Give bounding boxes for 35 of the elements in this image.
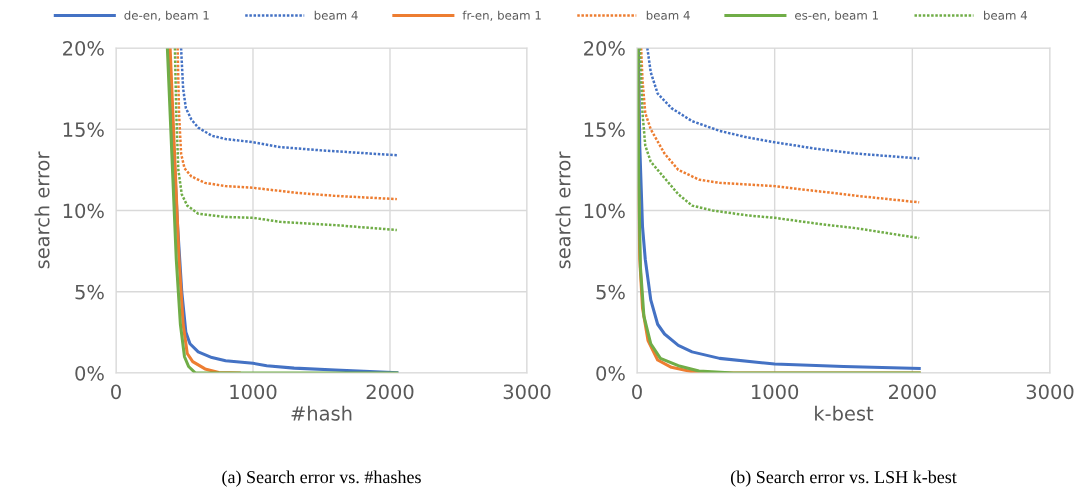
x-tick-label: 0	[111, 384, 121, 400]
x-tick-label: 2000	[889, 384, 936, 400]
legend-label: de-en, beam 1	[124, 10, 209, 21]
legend-label: beam 4	[984, 10, 1028, 20]
text: (a) Search error vs. #hashes	[222, 470, 421, 487]
x-axis-title: k-best	[815, 405, 874, 421]
x-tick-label: 3000	[1026, 384, 1074, 400]
x-axis-title: #hash	[291, 405, 352, 421]
y-tick-label: 0%	[75, 365, 104, 381]
legend-label: es-en, beam 1	[795, 10, 878, 21]
line-series	[646, 48, 921, 160]
y-axis-title: search error	[555, 151, 571, 269]
x-tick-label: 2000	[366, 384, 414, 400]
x-tick-label: 0	[632, 384, 642, 400]
y-tick-label: 15%	[584, 122, 625, 137]
line-series	[173, 48, 399, 232]
x-tick-label: 3000	[503, 384, 551, 400]
y-tick-label: 15%	[63, 122, 104, 137]
y-tick-label: 10%	[63, 203, 104, 219]
y-tick-label: 20%	[63, 40, 104, 56]
line-series	[639, 48, 921, 204]
legend-label: beam 4	[646, 10, 690, 20]
line-series	[179, 48, 399, 157]
line-series	[176, 48, 399, 201]
text: (b) Search error vs. LSH k-best	[730, 470, 957, 487]
y-tick-label: 10%	[584, 203, 625, 219]
legend-label: beam 4	[314, 10, 358, 20]
legend-label: fr-en, beam 1	[462, 10, 541, 21]
y-axis-title: search error	[34, 151, 50, 269]
y-tick-label: 5%	[596, 284, 625, 300]
y-tick-label: 0%	[596, 365, 625, 381]
x-tick-label: 1000	[752, 384, 799, 400]
y-tick-label: 5%	[75, 284, 104, 300]
y-tick-label: 20%	[584, 40, 625, 56]
x-tick-label: 1000	[230, 384, 277, 400]
